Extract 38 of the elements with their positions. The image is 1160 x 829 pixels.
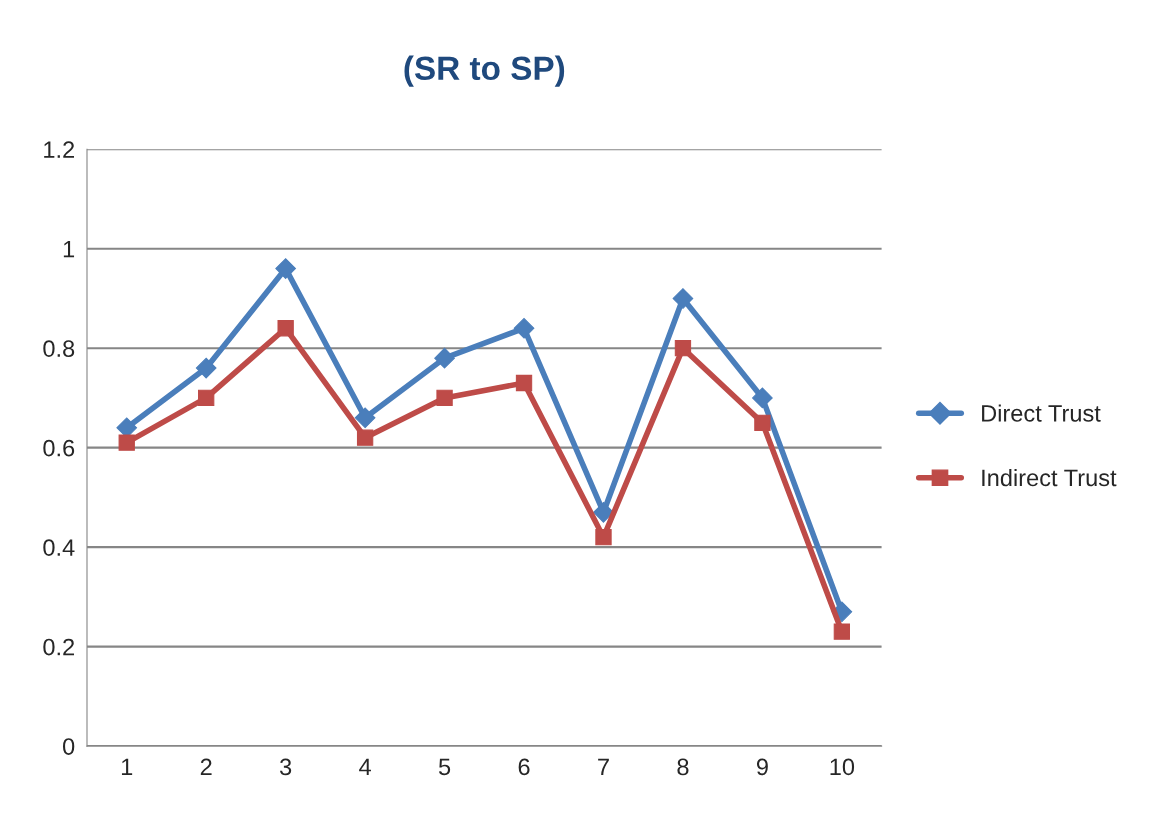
x-tick-label: 5	[438, 758, 451, 776]
point	[436, 389, 453, 407]
point	[515, 374, 533, 392]
point	[195, 357, 217, 379]
point	[595, 529, 612, 546]
x-tick-label: 7	[598, 758, 609, 776]
x-tick-label: 10	[830, 758, 855, 776]
x-tick-label: 8	[677, 758, 689, 776]
point	[752, 387, 773, 409]
x-tick-label: 6	[518, 758, 530, 776]
x-tick-label: 9	[756, 758, 768, 776]
y-tick-label: 0.2	[43, 638, 75, 656]
point	[672, 288, 694, 309]
y-tick-label: 0.4	[43, 539, 75, 556]
point	[513, 317, 535, 339]
point	[833, 623, 851, 640]
y-tick-label: 1.2	[44, 141, 75, 158]
point	[118, 434, 135, 451]
legend-label: Direct Trust	[982, 404, 1101, 422]
y-tick-label: 1	[63, 241, 75, 258]
legend-label: Indirect Trust	[982, 468, 1117, 487]
point	[593, 501, 614, 523]
x-tick-label: 3	[279, 758, 292, 776]
point	[354, 407, 376, 429]
point	[198, 389, 215, 407]
x-tick-label: 4	[359, 758, 371, 776]
chart-title: (SR to SP)	[404, 55, 565, 87]
point	[674, 340, 692, 357]
y-tick-label: 0.8	[43, 340, 75, 357]
point	[277, 320, 294, 337]
x-tick-label: 1	[121, 758, 133, 776]
point	[754, 414, 771, 431]
point	[275, 258, 296, 279]
point	[356, 429, 374, 446]
point	[434, 347, 455, 369]
x-tick-label: 2	[200, 758, 212, 776]
y-tick-label: 0.6	[43, 439, 75, 457]
y-tick-label: 0	[62, 738, 75, 755]
